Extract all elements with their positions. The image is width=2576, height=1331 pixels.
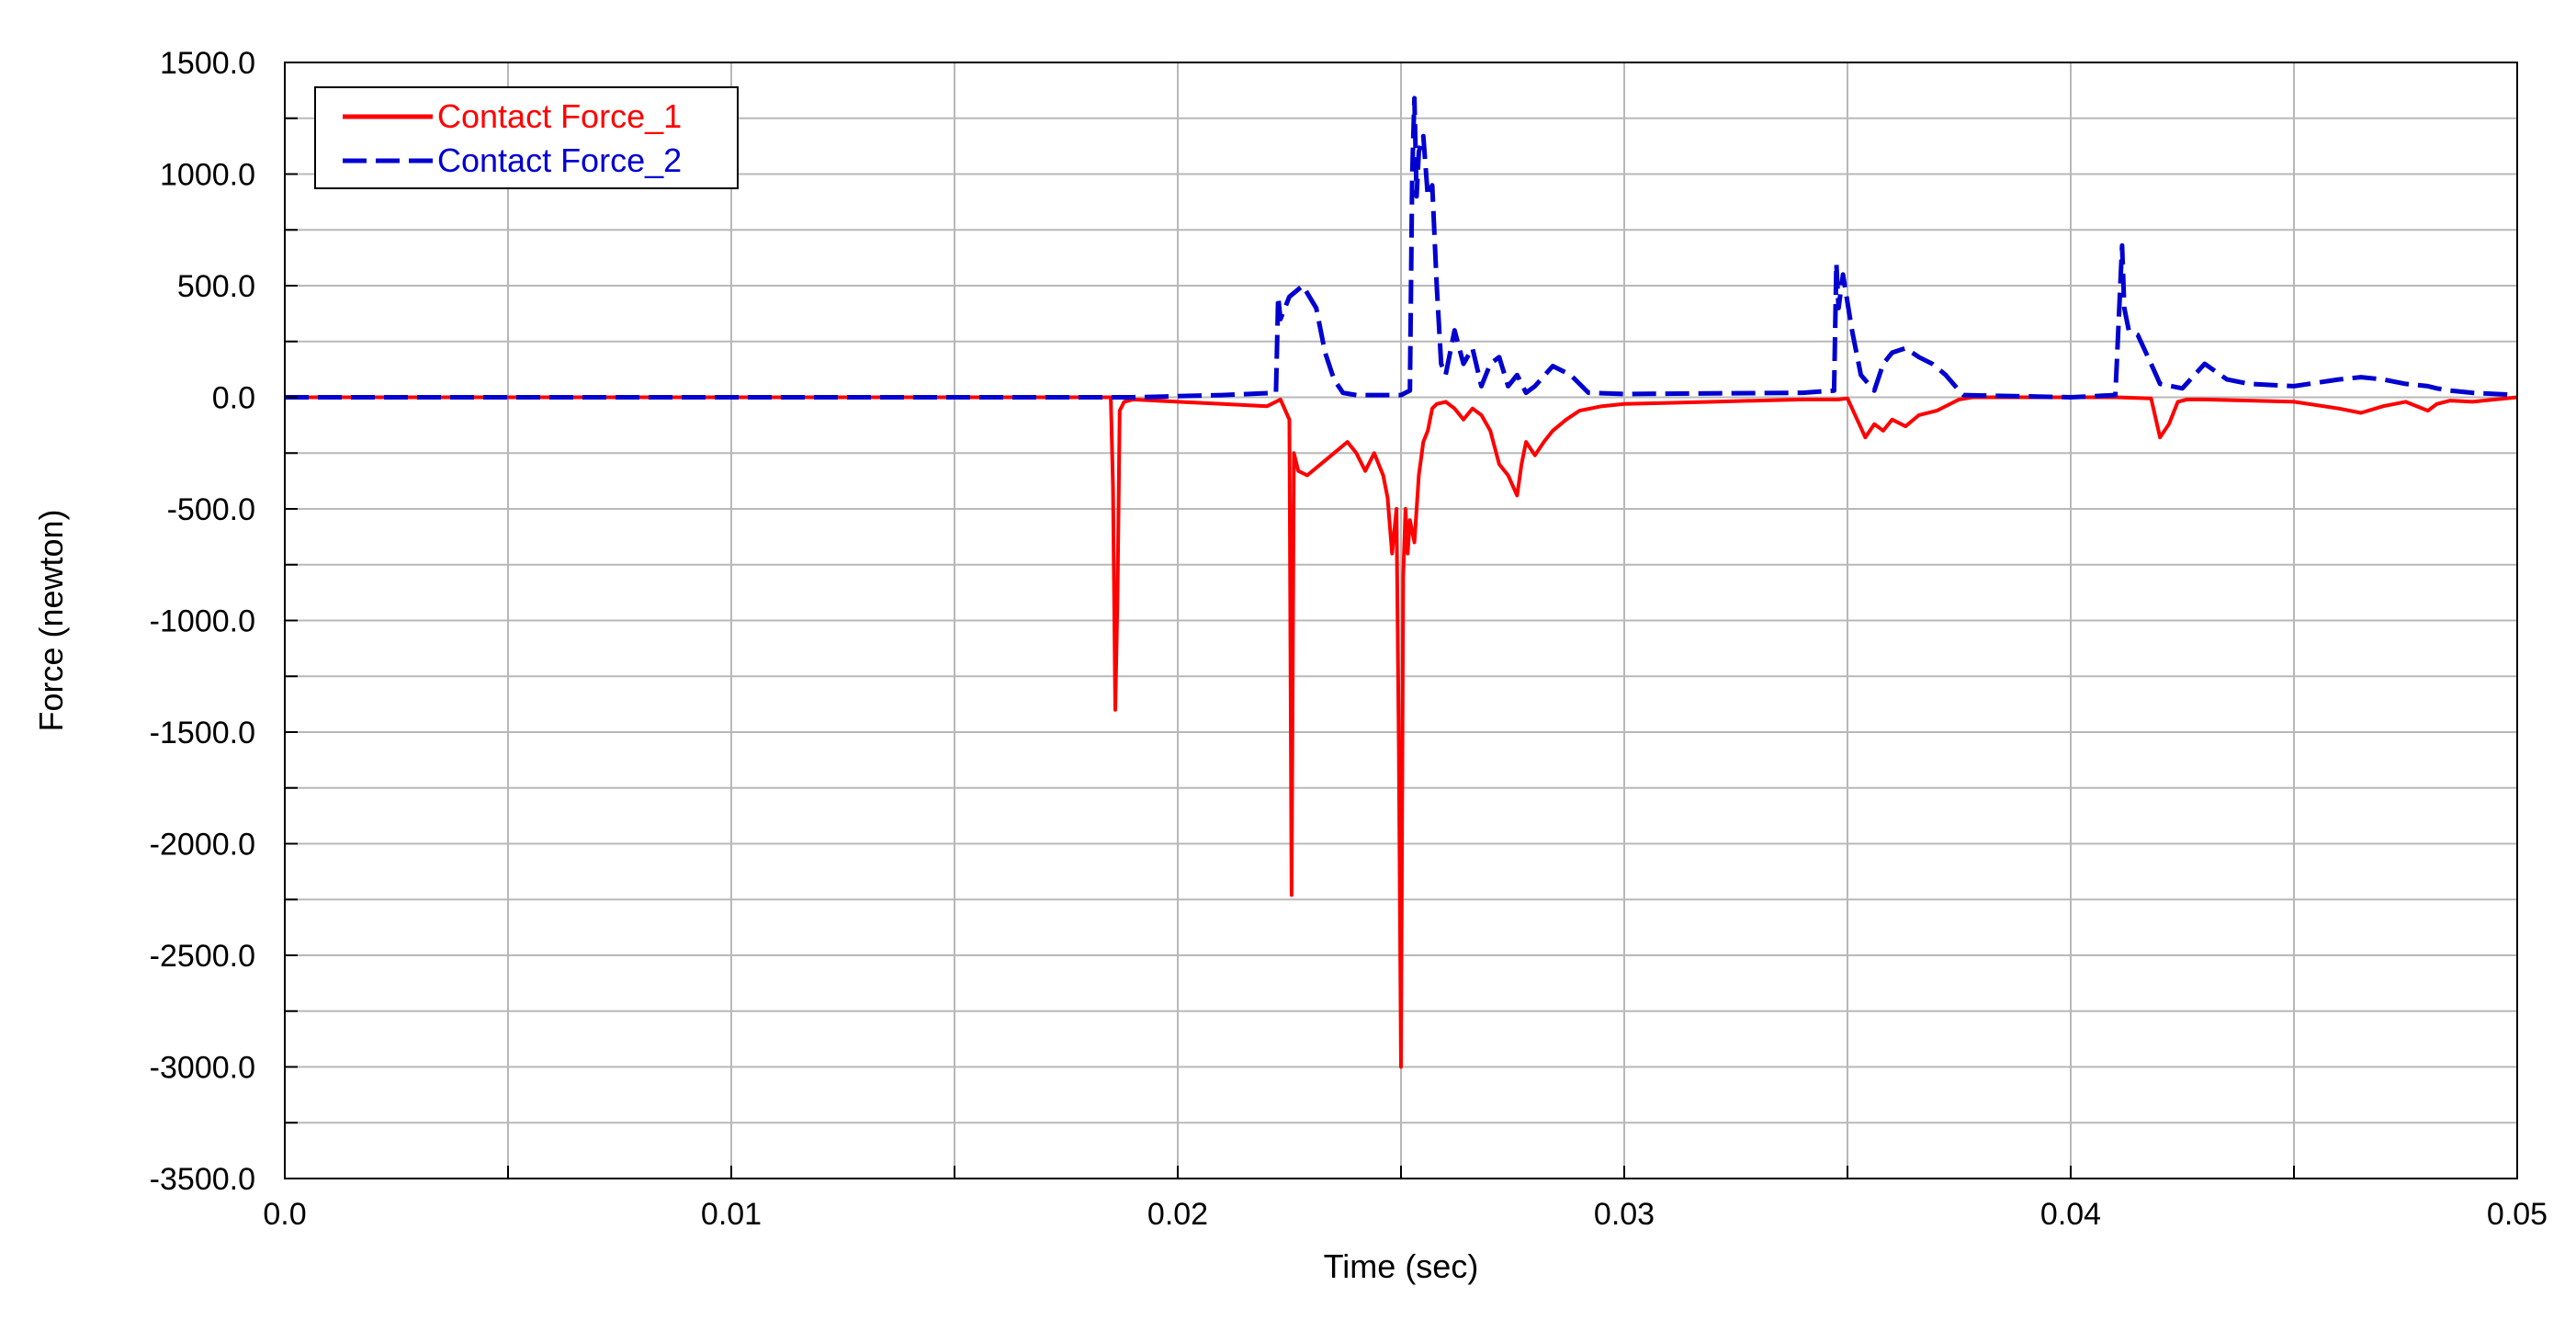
legend-label-contact-force-2: Contact Force_2 xyxy=(437,141,682,179)
y-axis-title: Force (newton) xyxy=(32,509,70,731)
ticks xyxy=(284,62,2518,1179)
y-tick-label: 500.0 xyxy=(177,269,255,304)
y-tick-label: -2000.0 xyxy=(150,828,255,863)
y-tick-label: 0.0 xyxy=(212,381,255,416)
series-line-contact-force-1 xyxy=(285,395,2518,1069)
x-tick-label: 0.03 xyxy=(1594,1197,1655,1232)
y-tick-label: 1000.0 xyxy=(160,158,255,193)
plot-area xyxy=(285,96,2518,1069)
tick-labels: 0.0 0.01 0.02 0.03 0.04 0.05 1500.0 1000.0 500.0… xyxy=(150,46,2548,1232)
y-tick-label: -1000.0 xyxy=(150,604,255,639)
x-tick-label: 0.01 xyxy=(701,1197,762,1232)
y-tick-label: -500.0 xyxy=(167,492,255,527)
x-tick-label: 0.02 xyxy=(1147,1197,1208,1232)
legend-label-contact-force-1: Contact Force_1 xyxy=(437,97,682,135)
legend: Contact Force_1 Contact Force_2 xyxy=(314,86,739,189)
y-tick-label: -1500.0 xyxy=(150,716,255,750)
x-tick-label: 0.05 xyxy=(2487,1197,2548,1232)
y-tick-label: -3500.0 xyxy=(150,1162,255,1197)
x-tick-label: 0.0 xyxy=(263,1197,306,1232)
series-line-contact-force-2 xyxy=(285,96,2518,400)
y-tick-label: -3000.0 xyxy=(150,1051,255,1086)
legend-box xyxy=(314,86,739,189)
x-tick-label: 0.04 xyxy=(2040,1197,2101,1232)
x-axis-title: Time (sec) xyxy=(1324,1247,1479,1285)
y-tick-label: 1500.0 xyxy=(160,46,255,81)
y-tick-label: -2500.0 xyxy=(150,939,255,974)
